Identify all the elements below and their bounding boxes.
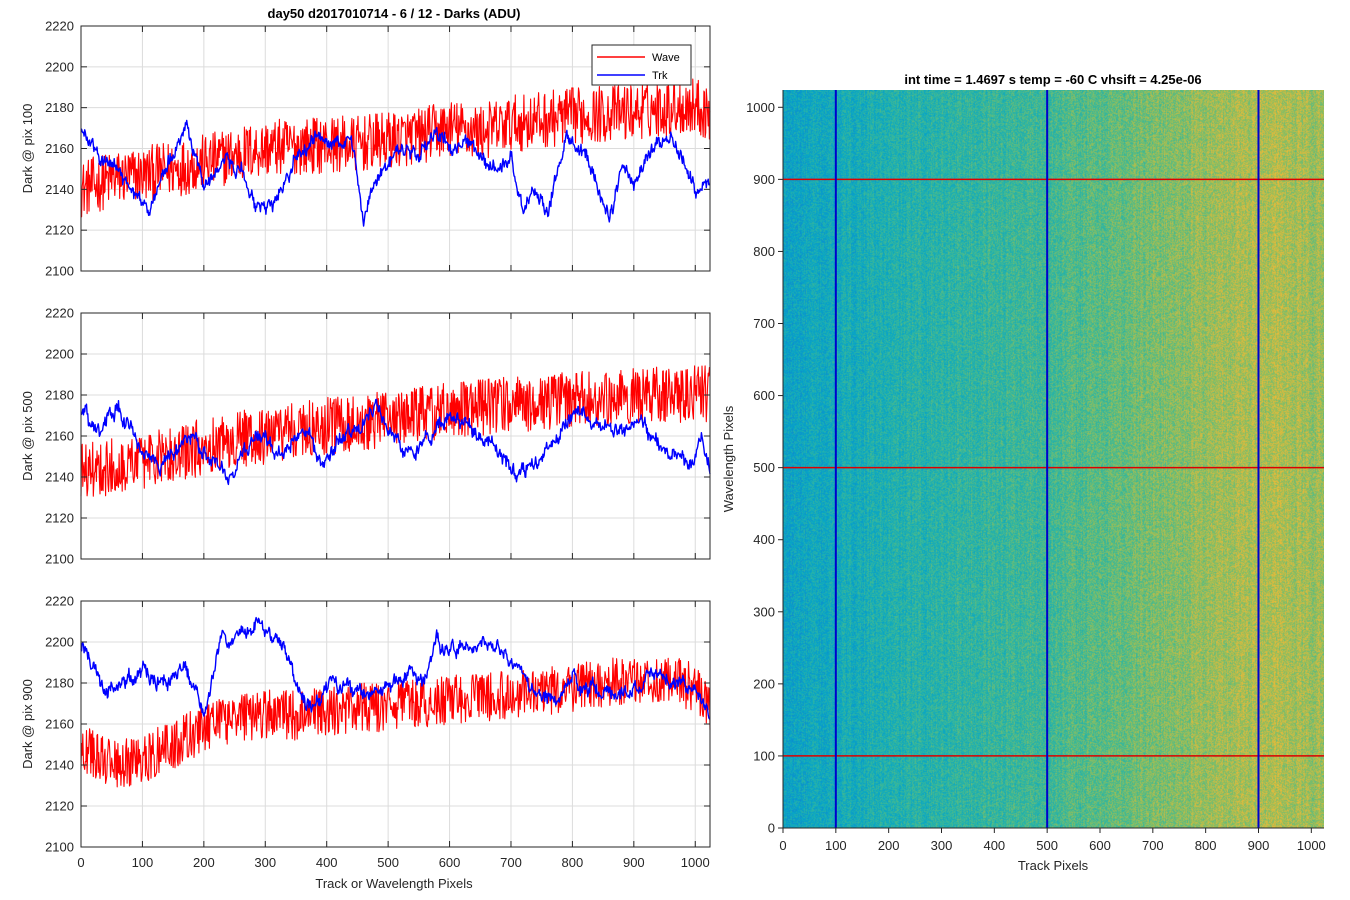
y-tick-label: 2120	[45, 511, 74, 526]
legend-trk-label: Trk	[652, 70, 668, 82]
y-tick-label: 2140	[45, 758, 74, 773]
y-tick-label: 2200	[45, 59, 74, 74]
x-tick-label: 0	[779, 838, 786, 853]
x-tick-label: 200	[193, 855, 215, 870]
y-tick-label: 2120	[45, 799, 74, 814]
heatmap-image	[783, 90, 1324, 828]
x-axis-label-right: Track Pixels	[1018, 858, 1089, 873]
y-tick-label: 2140	[45, 470, 74, 485]
legend: Wave Trk	[591, 44, 692, 86]
series-line-wave	[80, 365, 711, 497]
y-tick-label: 800	[753, 244, 775, 259]
x-tick-label: 100	[825, 838, 847, 853]
y-tick-label: 2160	[45, 141, 74, 156]
y-tick-label: 2200	[45, 635, 74, 650]
x-tick-label: 400	[983, 838, 1005, 853]
y-tick-label: 2100	[45, 552, 74, 567]
y-tick-label: 2220	[45, 306, 74, 321]
legend-box	[591, 44, 692, 86]
y-tick-label: 300	[753, 604, 775, 619]
series-line-trk	[80, 119, 711, 227]
y-tick-label: 2200	[45, 347, 74, 362]
y-tick-label: 2180	[45, 388, 74, 403]
y-tick-label: 2100	[45, 840, 74, 855]
y-tick-label: 600	[753, 388, 775, 403]
y-tick-label: 1000	[746, 100, 775, 115]
line-panel-pix-500: 2100 2120 2140 2160 2180 2200 2220 Dark @ pix 5…	[20, 306, 711, 567]
y-tick-label: 2140	[45, 182, 74, 197]
y-tick-label: 200	[753, 676, 775, 691]
x-tick-label: 200	[878, 838, 900, 853]
x-tick-label: 600	[1089, 838, 1111, 853]
y-axis-label: Dark @ pix 500	[20, 391, 35, 481]
x-tick-label: 1000	[681, 855, 710, 870]
y-tick-label: 2180	[45, 676, 74, 691]
series-line-wave	[80, 657, 711, 788]
legend-wave-label: Wave	[652, 52, 680, 64]
y-tick-label: 2100	[45, 264, 74, 279]
y-tick-label: 700	[753, 316, 775, 331]
y-tick-label: 900	[753, 172, 775, 187]
x-tick-label: 400	[316, 855, 338, 870]
x-tick-label: 300	[931, 838, 953, 853]
x-tick-label: 600	[439, 855, 461, 870]
y-tick-label: 2220	[45, 594, 74, 609]
y-tick-label: 400	[753, 532, 775, 547]
x-tick-label: 800	[562, 855, 584, 870]
y-tick-label: 500	[753, 460, 775, 475]
series-line-trk	[80, 398, 711, 486]
x-tick-label: 900	[623, 855, 645, 870]
y-axis-label: Dark @ pix 900	[20, 679, 35, 769]
y-axis-label: Dark @ pix 100	[20, 104, 35, 194]
y-axis-label-right: Wavelength Pixels	[721, 405, 736, 512]
y-tick-label: 2180	[45, 100, 74, 115]
y-tick-label: 0	[768, 821, 775, 836]
series-line-wave	[81, 78, 711, 218]
x-tick-label: 900	[1248, 838, 1270, 853]
x-axis-label-left: Track or Wavelength Pixels	[315, 876, 473, 891]
x-tick-label: 300	[254, 855, 276, 870]
x-tick-label: 800	[1195, 838, 1217, 853]
y-tick-label: 2120	[45, 223, 74, 238]
x-tick-label: 700	[1142, 838, 1164, 853]
x-tick-label: 1000	[1297, 838, 1326, 853]
x-tick-label: 500	[1036, 838, 1058, 853]
y-tick-label: 100	[753, 748, 775, 763]
x-tick-label: 0	[77, 855, 84, 870]
heatmap-panel: 0 100 200 300 400 500 600 700 800 900 1000 0 100 200 3…	[746, 90, 1326, 853]
y-tick-label: 2160	[45, 429, 74, 444]
line-panel-pix-900: 2100 2120 2140 2160 2180 2200 2220 0 100 200 300 40…	[20, 594, 711, 870]
figure-title: day50 d2017010714 - 6 / 12 - Darks (ADU)	[268, 6, 521, 21]
heatmap-image-container	[783, 90, 1324, 828]
y-tick-label: 2220	[45, 19, 74, 34]
series-line-trk	[80, 616, 711, 720]
heatmap-title: int time = 1.4697 s temp = -60 C vhsift …	[904, 72, 1201, 87]
x-tick-label: 700	[500, 855, 522, 870]
x-tick-label: 100	[132, 855, 154, 870]
x-tick-label: 500	[377, 855, 399, 870]
y-tick-label: 2160	[45, 717, 74, 732]
